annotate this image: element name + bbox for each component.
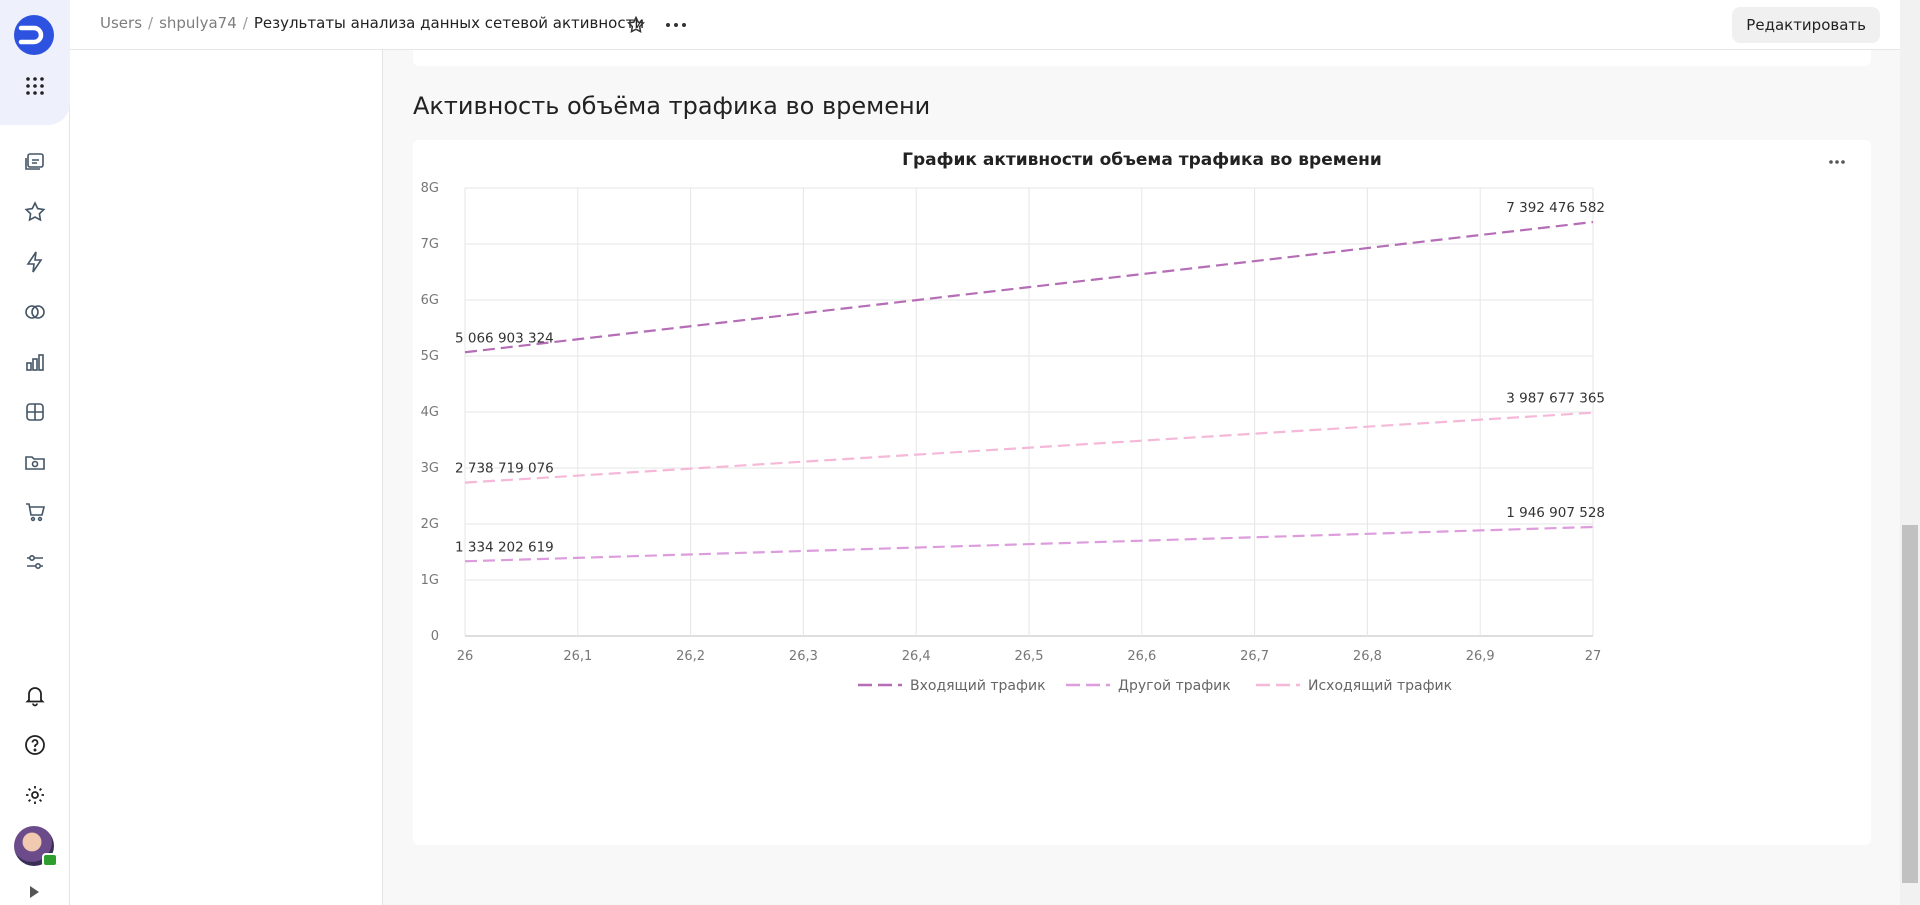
- help-icon[interactable]: [21, 731, 49, 759]
- y-tick-label: 4G: [421, 405, 439, 420]
- cart-icon[interactable]: [21, 498, 49, 526]
- legend-item[interactable]: Другой трафик: [1066, 678, 1231, 694]
- data-label: 7 392 476 582: [1506, 200, 1605, 216]
- table-grid-icon[interactable]: [21, 398, 49, 426]
- legend-label: Другой трафик: [1118, 678, 1231, 694]
- folder-camera-icon[interactable]: [21, 448, 49, 476]
- data-label: 1 946 907 528: [1506, 505, 1605, 521]
- breadcrumb-user[interactable]: shpulya74: [159, 14, 237, 32]
- data-labels: 5 066 903 324 7 392 476 582 1 334 202 619 1…: [455, 200, 1605, 555]
- star-icon[interactable]: [21, 198, 49, 226]
- x-tick-label: 26,2: [676, 649, 705, 664]
- data-label: 1 334 202 619: [455, 539, 554, 555]
- bell-icon[interactable]: [21, 681, 49, 709]
- x-tick-label: 27: [1585, 649, 1602, 664]
- connections-icon[interactable]: [21, 298, 49, 326]
- gear-icon[interactable]: [21, 781, 49, 809]
- chart-title: График активности объема трафика во врем…: [902, 150, 1382, 170]
- chart-series: [464, 220, 1594, 563]
- expand-rail-icon[interactable]: [26, 884, 42, 900]
- y-tick-label: 8G: [421, 181, 439, 196]
- top-header: Users / shpulya74 / Результаты анализа д…: [70, 0, 1900, 50]
- x-tick-label: 26,7: [1240, 649, 1269, 664]
- settings-sliders-icon[interactable]: [21, 548, 49, 576]
- scrollbar-thumb[interactable]: [1902, 525, 1918, 883]
- lightning-icon[interactable]: [21, 248, 49, 276]
- previous-widget-card: [413, 50, 1871, 66]
- data-label: 2 738 719 076: [455, 461, 554, 477]
- main-content: Активность объёма трафика во времени Гра…: [383, 50, 1900, 905]
- x-tick-label: 26,9: [1466, 649, 1495, 664]
- x-axis-ticks: 26 26,1 26,2 26,3 26,4 26,5 26,6 26,7 26,8 26,9 27: [457, 649, 1602, 664]
- section-title: Активность объёма трафика во времени: [413, 92, 931, 120]
- y-tick-label: 6G: [421, 293, 439, 308]
- series-line: [464, 220, 1594, 354]
- y-axis-ticks: 0 1G 2G 3G 4G 5G 6G 7G 8G: [421, 181, 439, 644]
- chart-legend: Входящий трафик Другой трафик Исходящий тр…: [858, 678, 1452, 694]
- x-tick-label: 26,1: [563, 649, 592, 664]
- line-chart: График активности объема трафика во врем…: [421, 150, 1605, 694]
- y-tick-label: 1G: [421, 573, 439, 588]
- data-label: 3 987 677 365: [1506, 391, 1605, 407]
- chart-card: График активности объема трафика во врем…: [413, 140, 1871, 845]
- x-tick-label: 26,4: [902, 649, 931, 664]
- x-tick-label: 26: [457, 649, 474, 664]
- legend-label: Исходящий трафик: [1308, 678, 1452, 694]
- secondary-sidebar: [70, 50, 383, 905]
- breadcrumb: Users / shpulya74 / Результаты анализа д…: [100, 14, 644, 32]
- breadcrumb-separator: /: [242, 14, 248, 32]
- more-horizontal-icon[interactable]: [664, 13, 688, 37]
- legend-item[interactable]: Входящий трафик: [858, 678, 1046, 694]
- y-tick-label: 0: [431, 629, 439, 644]
- star-icon[interactable]: [624, 13, 648, 37]
- legend-label: Входящий трафик: [910, 678, 1046, 694]
- y-tick-label: 3G: [421, 461, 439, 476]
- series-line: [464, 525, 1594, 563]
- breadcrumb-separator: /: [148, 14, 154, 32]
- y-tick-label: 7G: [421, 237, 439, 252]
- chart-grid: [464, 187, 1594, 637]
- avatar-status-badge: [42, 853, 58, 867]
- chart-menu-icon[interactable]: [1825, 150, 1849, 170]
- left-rail: [0, 0, 70, 905]
- breadcrumb-users[interactable]: Users: [100, 14, 143, 32]
- chart-bar-icon[interactable]: [21, 348, 49, 376]
- y-tick-label: 5G: [421, 349, 439, 364]
- collections-icon[interactable]: [21, 148, 49, 176]
- x-tick-label: 26,8: [1353, 649, 1382, 664]
- edit-button[interactable]: Редактировать: [1732, 7, 1880, 43]
- apps-grid-icon[interactable]: [21, 72, 49, 100]
- x-tick-label: 26,6: [1127, 649, 1156, 664]
- data-label: 5 066 903 324: [455, 330, 554, 346]
- x-tick-label: 26,3: [789, 649, 818, 664]
- x-tick-label: 26,5: [1015, 649, 1044, 664]
- app-logo[interactable]: [13, 14, 55, 56]
- series-line: [464, 411, 1594, 484]
- y-tick-label: 2G: [421, 517, 439, 532]
- legend-item[interactable]: Исходящий трафик: [1256, 678, 1452, 694]
- breadcrumb-current: Результаты анализа данных сетевой активн…: [253, 14, 645, 32]
